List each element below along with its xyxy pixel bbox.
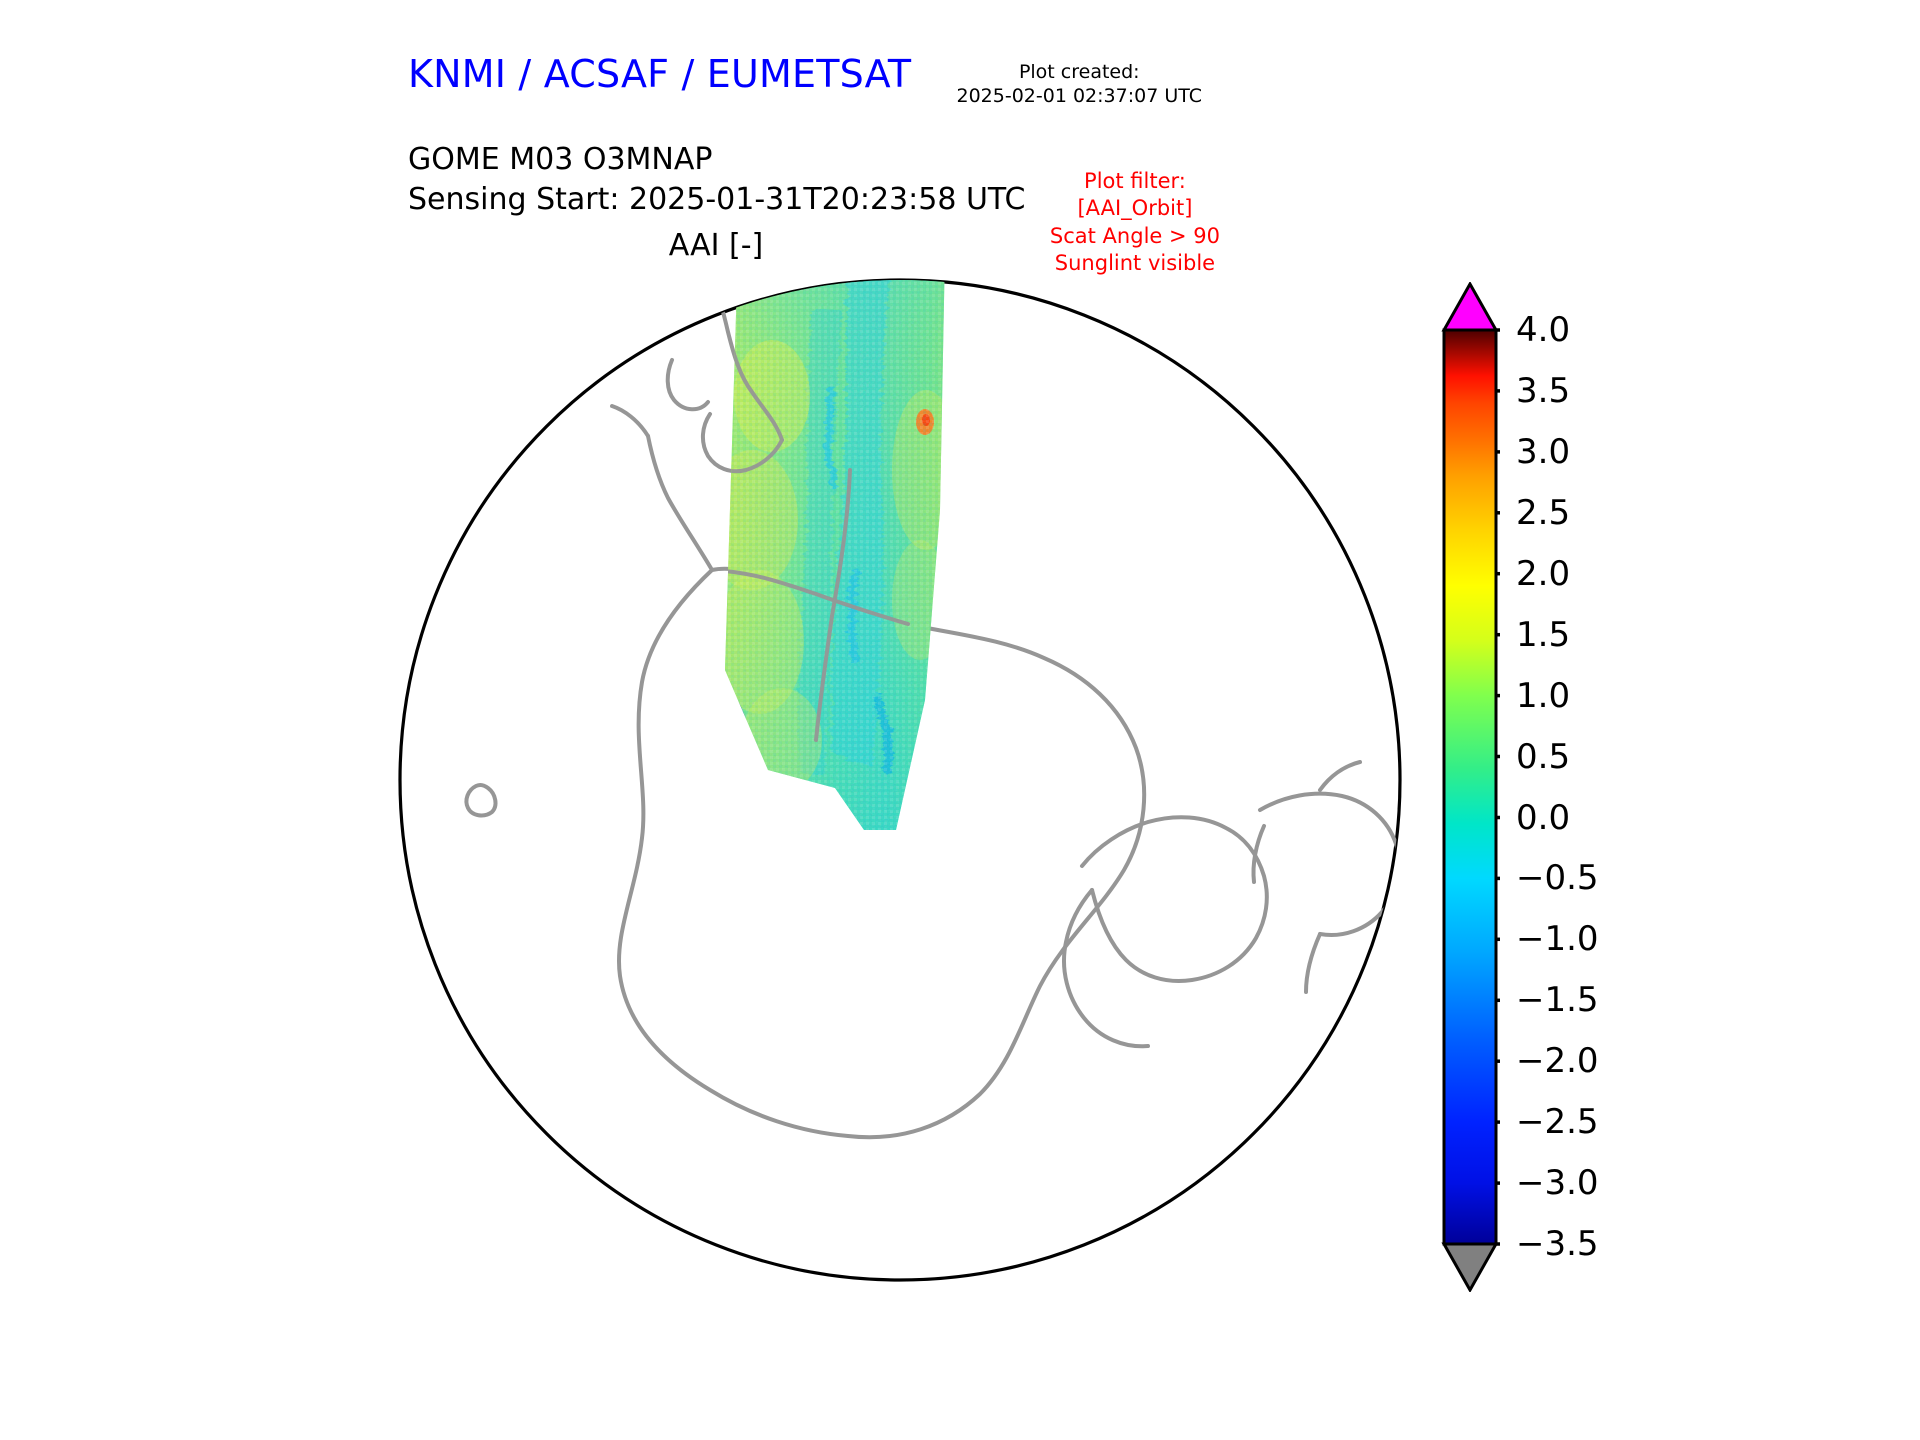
- coastlines-over-swath: [725, 280, 910, 742]
- plot-filter-line-3: Sunglint visible: [1054, 250, 1216, 275]
- map-plot-area: [380, 270, 1420, 1330]
- plot-filter-heading: Plot filter:: [1084, 169, 1186, 193]
- plot-title-block: GOME M03 O3MNAP Sensing Start: 2025-01-3…: [408, 140, 1025, 220]
- plot-created-timestamp: 2025-02-01 02:37:07 UTC: [956, 85, 1203, 108]
- instrument-title: GOME M03 O3MNAP: [408, 142, 713, 177]
- colorbar-tick-label: 3.0: [1516, 431, 1571, 472]
- polar-map: [398, 278, 1402, 1282]
- colorbar-tick-label: 0.0: [1516, 797, 1571, 838]
- variable-title: AAI [-]: [668, 228, 764, 263]
- colorbar-under-range-arrow: [1441, 1242, 1499, 1292]
- plot-created-block: Plot created: 2025-02-01 02:37:07 UTC: [957, 60, 1203, 109]
- colorbar-tick-label: −1.0: [1516, 919, 1599, 960]
- aai-swath: [725, 280, 945, 830]
- colorbar-tick-label: −3.5: [1516, 1224, 1599, 1264]
- colorbar-tick-label: 0.5: [1516, 736, 1571, 777]
- colorbar: [1440, 282, 1500, 1292]
- colorbar-tick-labels: 4.0 3.5 3.0 2.5 2.0 1.5 1.0 0.5 0.0 −0.5…: [1516, 282, 1666, 1292]
- colorbar-tick-label: 2.0: [1516, 553, 1571, 594]
- plot-filter-block: Plot filter: [AAI_Orbit] Scat Angle > 90…: [1050, 168, 1220, 277]
- colorbar-gradient: [1442, 328, 1498, 1246]
- colorbar-tick-label: −0.5: [1516, 858, 1599, 899]
- colorbar-over-range-arrow: [1441, 282, 1499, 332]
- colorbar-tick-label: −2.0: [1516, 1041, 1599, 1082]
- colorbar-tick-label: 1.5: [1516, 614, 1571, 655]
- plot-created-label: Plot created:: [1018, 61, 1140, 83]
- plot-filter-line-2: Scat Angle > 90: [1049, 223, 1220, 248]
- colorbar-tick-label: −1.5: [1516, 980, 1599, 1021]
- sensing-start-title: Sensing Start: 2025-01-31T20:23:58 UTC: [408, 181, 1026, 217]
- colorbar-tick-label: −3.0: [1516, 1163, 1599, 1204]
- colorbar-graphic: [1441, 282, 1500, 1292]
- colorbar-tick-label: 2.5: [1516, 492, 1571, 533]
- colorbar-tick-label: 4.0: [1516, 310, 1571, 350]
- organisation-title: KNMI / ACSAF / EUMETSAT: [408, 52, 912, 96]
- colorbar-tick-label: 1.0: [1516, 675, 1571, 716]
- colorbar-tick-label: −2.5: [1516, 1102, 1599, 1143]
- plot-filter-line-1: [AAI_Orbit]: [1077, 196, 1193, 221]
- colorbar-ticks: [1496, 328, 1500, 1246]
- colorbar-tick-label: 3.5: [1516, 370, 1571, 411]
